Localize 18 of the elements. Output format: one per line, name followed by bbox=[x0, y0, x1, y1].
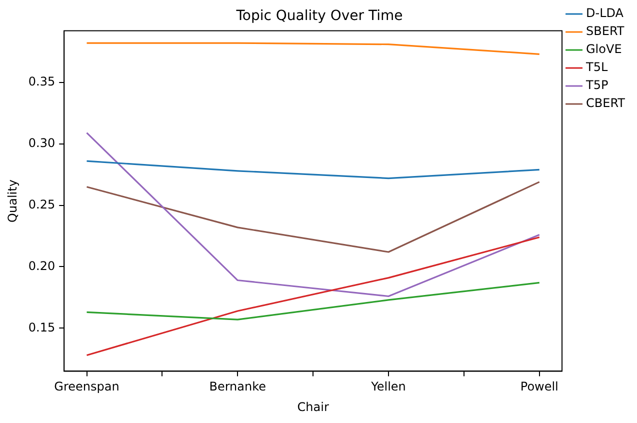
legend-label: SBERT bbox=[586, 24, 625, 38]
y-tick-label: 0.35 bbox=[28, 74, 56, 89]
legend-label: T5L bbox=[585, 60, 608, 74]
legend-label: CBERT bbox=[586, 96, 626, 110]
legend-label: T5P bbox=[585, 78, 608, 92]
y-tick-label: 0.15 bbox=[28, 320, 56, 334]
x-tick-label: Bernanke bbox=[209, 380, 266, 394]
chart-title: Topic Quality Over Time bbox=[235, 8, 403, 24]
legend-label: D-LDA bbox=[586, 6, 624, 20]
x-tick-label: Greenspan bbox=[54, 380, 120, 394]
x-tick-label: Yellen bbox=[370, 380, 406, 394]
y-tick-label: 0.30 bbox=[28, 136, 56, 150]
x-axis-title: Chair bbox=[297, 400, 329, 414]
y-tick-label: 0.25 bbox=[28, 197, 56, 212]
x-tick-label: Powell bbox=[520, 380, 558, 394]
y-tick-label: 0.20 bbox=[28, 258, 56, 273]
y-axis-title: Quality bbox=[5, 180, 20, 222]
legend-label: GloVE bbox=[586, 42, 622, 56]
